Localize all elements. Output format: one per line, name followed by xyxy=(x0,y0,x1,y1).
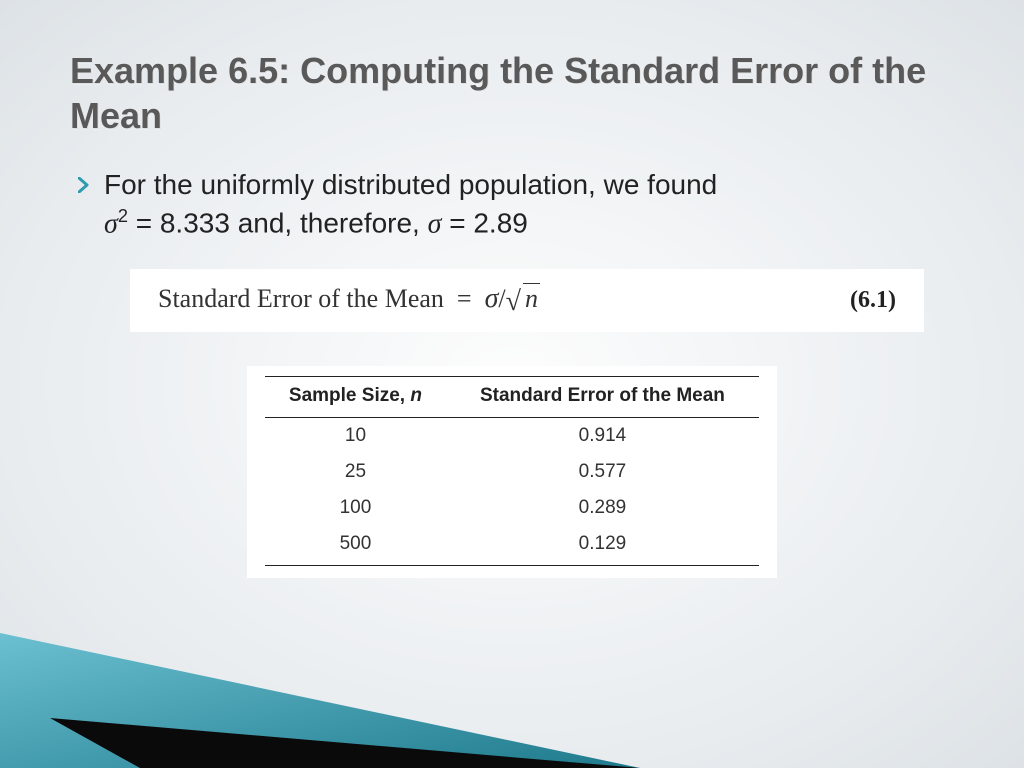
slide-title: Example 6.5: Computing the Standard Erro… xyxy=(70,48,954,138)
cell-se: 0.129 xyxy=(446,526,759,566)
formula-box: Standard Error of the Mean = σ/√n (6.1) xyxy=(130,269,924,332)
sigma-sq-value: 8.333 xyxy=(160,207,230,238)
bullet-item: For the uniformly distributed population… xyxy=(70,166,954,243)
cell-se: 0.577 xyxy=(446,454,759,490)
equation-number: (6.1) xyxy=(850,287,896,314)
cell-n: 10 xyxy=(265,417,446,454)
data-table-container: Sample Size, n Standard Error of the Mea… xyxy=(247,366,777,578)
formula-label: Standard Error of the Mean xyxy=(158,284,444,313)
table-header-row: Sample Size, n Standard Error of the Mea… xyxy=(265,376,759,417)
cell-n: 25 xyxy=(265,454,446,490)
bullet-line1: For the uniformly distributed population… xyxy=(104,169,717,200)
table-row: 10 0.914 xyxy=(265,417,759,454)
formula-text: Standard Error of the Mean = σ/√n xyxy=(158,283,540,318)
table-row: 25 0.577 xyxy=(265,454,759,490)
table-row: 100 0.289 xyxy=(265,490,759,526)
cell-n: 100 xyxy=(265,490,446,526)
sigma-value: 2.89 xyxy=(473,207,528,238)
decorative-wedge-icon xyxy=(0,598,640,768)
table-row: 500 0.129 xyxy=(265,526,759,566)
col-header-sample-size: Sample Size, n xyxy=(265,376,446,417)
chevron-right-icon xyxy=(78,177,90,193)
col-header-std-error: Standard Error of the Mean xyxy=(446,376,759,417)
cell-se: 0.289 xyxy=(446,490,759,526)
cell-se: 0.914 xyxy=(446,417,759,454)
cell-n: 500 xyxy=(265,526,446,566)
slide: Example 6.5: Computing the Standard Erro… xyxy=(0,0,1024,768)
data-table: Sample Size, n Standard Error of the Mea… xyxy=(265,376,759,566)
bullet-text: For the uniformly distributed population… xyxy=(104,166,717,243)
